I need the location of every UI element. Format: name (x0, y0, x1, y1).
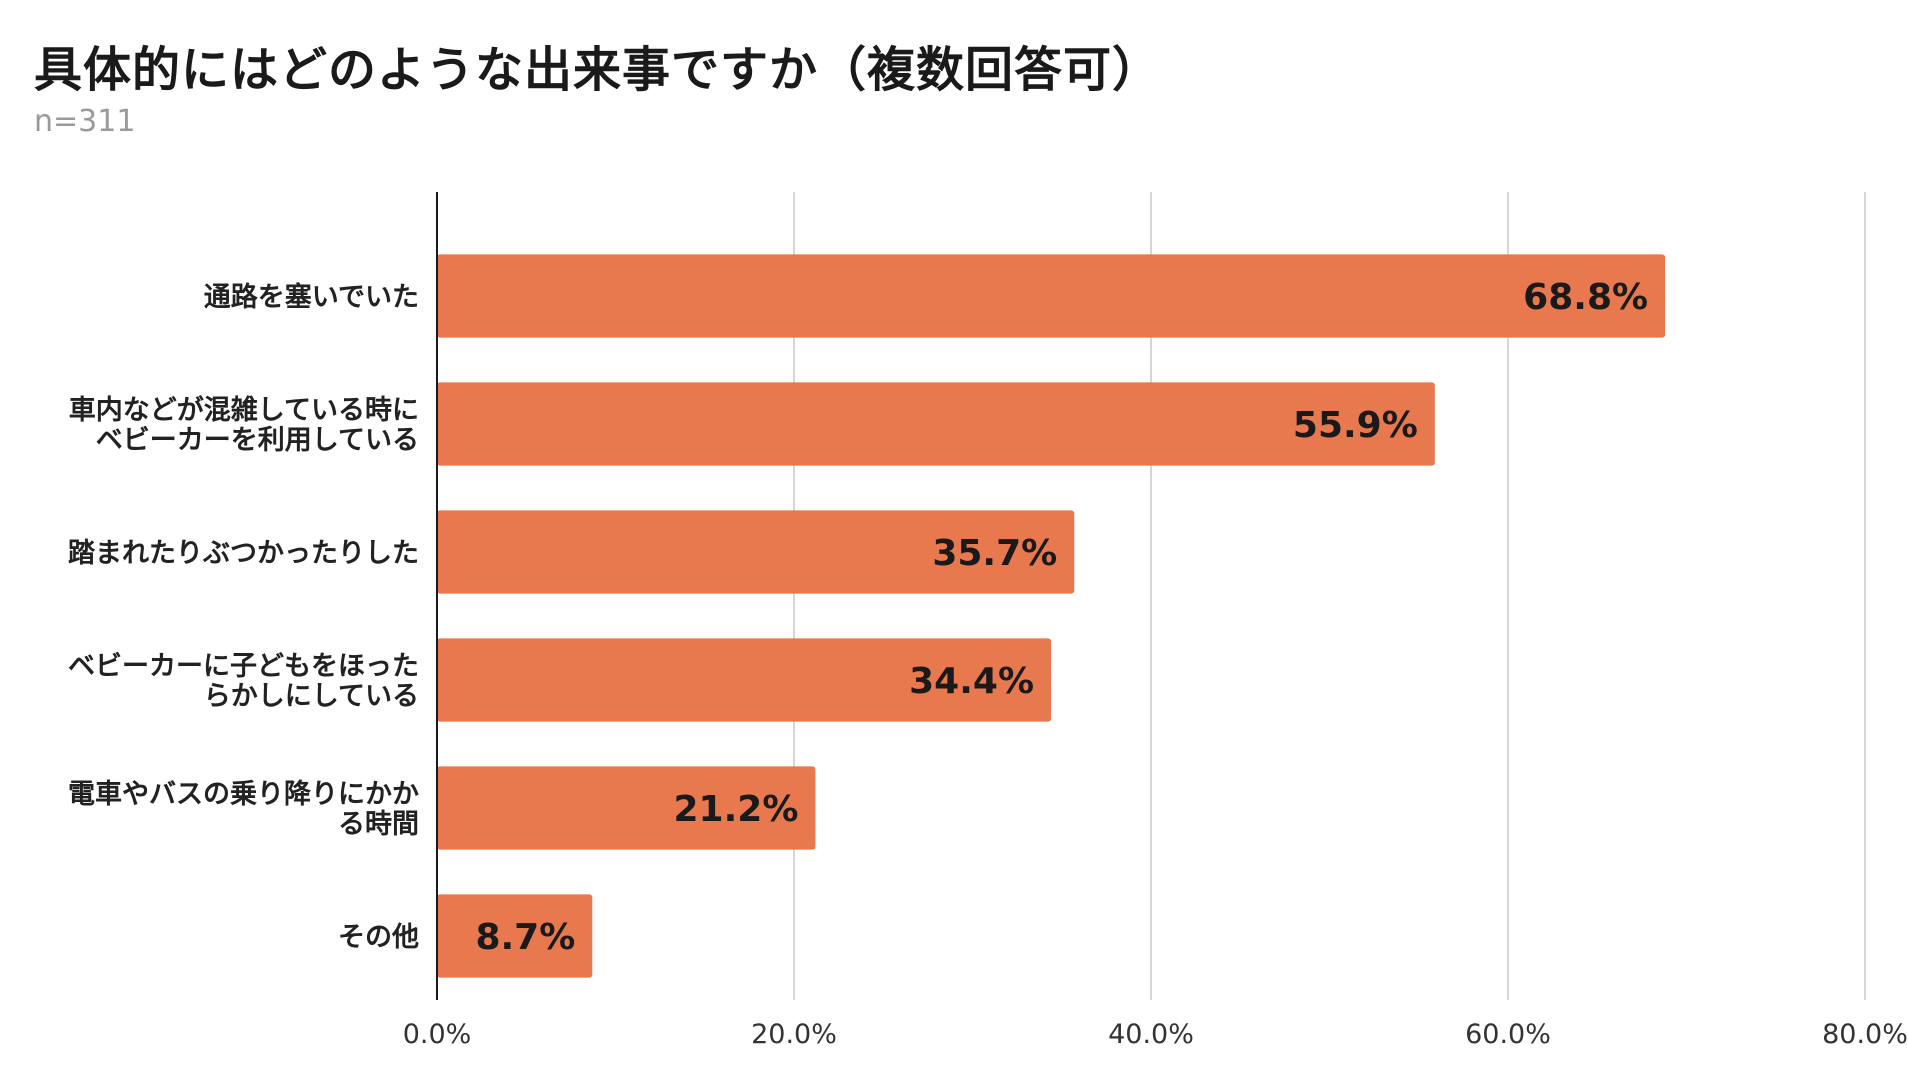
x-tick-label-2: 40.0% (1108, 1019, 1194, 1050)
bar-2 (437, 510, 1075, 594)
category-label-3-1: らかしにしている (204, 681, 419, 712)
category-label-5-0: その他 (338, 922, 419, 953)
data-label-2: 35.7% (932, 533, 1057, 574)
bar-0 (437, 254, 1666, 338)
data-label-0: 68.8% (1523, 277, 1648, 318)
category-label-4-0: 電車やバスの乗り降りにかか (68, 779, 419, 810)
data-label-1: 55.9% (1293, 405, 1418, 446)
category-label-4-1: る時間 (338, 809, 419, 840)
label-layer: 0.0% 20.0% 40.0% 60.0% 80.0% 68.8% 通路を塞いでいた 55.… (68, 277, 1908, 1050)
bar-4 (437, 766, 816, 850)
x-tick-label-1: 20.0% (751, 1019, 837, 1050)
chart-subtitle: n=311 (34, 104, 136, 139)
data-label-5: 8.7% (475, 917, 575, 958)
bar-5 (437, 894, 593, 978)
chart-title: 具体的にはどのような出来事ですか（複数回答可） (34, 42, 1162, 98)
category-label-0-0: 通路を塞いでいた (204, 281, 419, 313)
x-tick-label-4: 80.0% (1822, 1019, 1908, 1050)
x-tick-label-3: 60.0% (1465, 1019, 1551, 1050)
category-label-1-1: ベビーカーを利用している (96, 425, 419, 456)
category-label-3-0: ベビーカーに子どもをほった (68, 651, 419, 682)
bar-layer (437, 254, 1666, 978)
data-label-4: 21.2% (674, 789, 799, 830)
bar-1 (437, 382, 1435, 466)
data-label-3: 34.4% (909, 661, 1034, 702)
bar-3 (437, 638, 1052, 722)
category-label-2-0: 踏まれたりぶつかったりした (68, 538, 419, 569)
x-tick-label-0: 0.0% (403, 1019, 472, 1050)
category-label-1-0: 車内などが混雑している時に (69, 394, 419, 426)
